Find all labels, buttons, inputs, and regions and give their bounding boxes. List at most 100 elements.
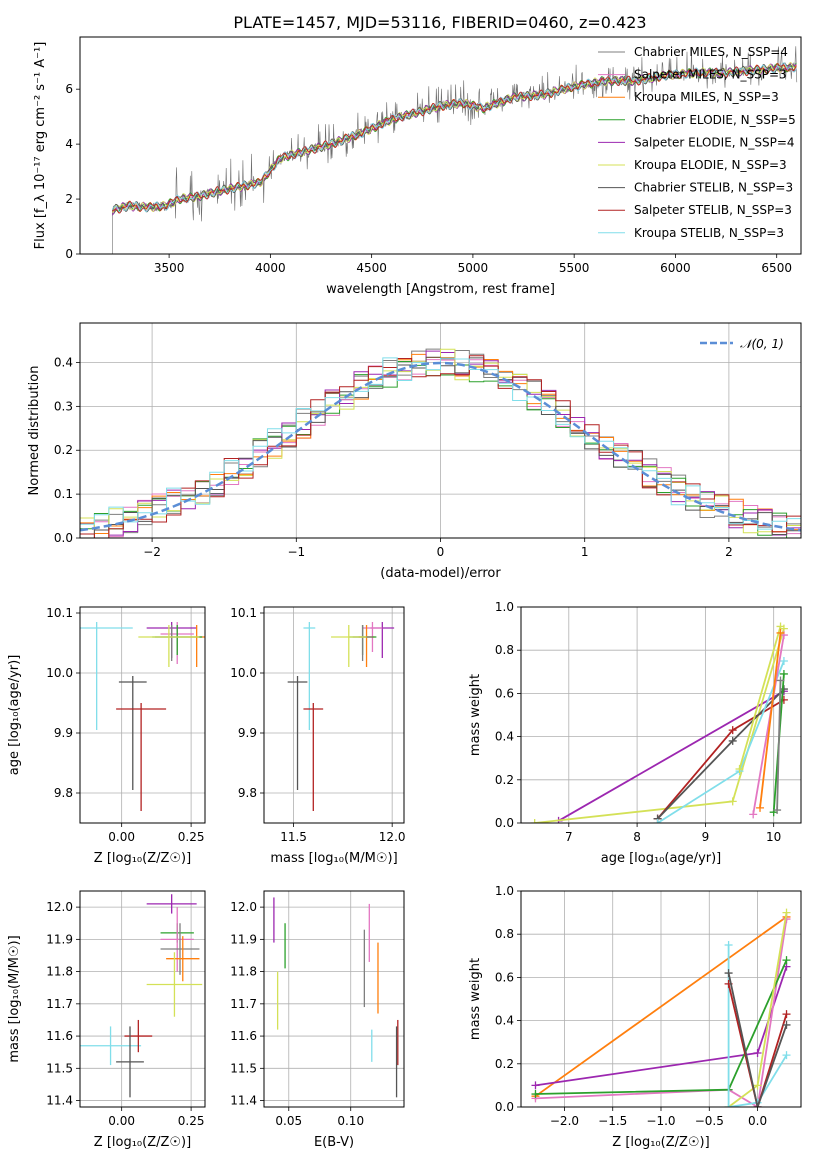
y-tick-label: 12.0 (46, 900, 73, 914)
x-tick-label: 0.00 (108, 1114, 135, 1128)
mass-weight-line-CS (727, 972, 788, 1107)
y-tick-label: 11.7 (46, 997, 73, 1011)
x-tick-label: 12.0 (379, 830, 406, 844)
x-tick-label: 2 (725, 545, 733, 559)
y-tick-label: 11.5 (46, 1061, 73, 1075)
y-axis-label: age [log₁₀(age/yr)] (7, 655, 22, 776)
model-spectrum-line-SS (112, 63, 797, 214)
mass-weight-marker-KE (782, 908, 791, 917)
x-tick-label: 0.0 (748, 1114, 767, 1128)
y-tick-label: 0 (65, 247, 73, 261)
y-tick-label: 2 (65, 192, 73, 206)
mass-weight-line-SM (752, 634, 785, 815)
y-tick-label: 10.1 (230, 606, 257, 620)
y-tick-label: 0.2 (54, 443, 73, 457)
legend-label-KS: Kroupa STELIB, N_SSP=3 (634, 226, 784, 240)
legend-label-SS: Salpeter STELIB, N_SSP=3 (634, 203, 792, 217)
model-spectrum-line-KS (112, 62, 797, 213)
age-massweight-panel: 7 8 9 10 0.0 0.2 0.4 0.6 0.8 1.0 age [log₁₀(age/yr… (468, 600, 802, 866)
axes-frame (79, 890, 206, 1108)
x-tick-label: 0.25 (178, 830, 205, 844)
residual-histogram-panel: −2 −1 0 1 2 0.0 0.1 0.2 0.3 0.4 (data-model)/error… (27, 322, 802, 581)
x-tick-label: 4500 (356, 261, 387, 275)
y-tick-label: 11.8 (46, 965, 73, 979)
mass-weight-line-KE2 (738, 626, 782, 770)
mass-weight-marker-CS (782, 1020, 791, 1029)
y-tick-label: 11.7 (230, 997, 257, 1011)
y-tick-label: 0.4 (495, 1014, 514, 1028)
mass-weight-marker-KE (728, 797, 737, 806)
y-tick-label: 0.0 (495, 816, 514, 830)
mass-weight-line-SE (558, 690, 785, 822)
y-tick-label: 0.8 (495, 927, 514, 941)
y-tick-label: 10.1 (46, 606, 73, 620)
mass-weight-line-KM (759, 632, 782, 809)
x-axis-label: E(B-V) (314, 1135, 354, 1150)
y-tick-label: 9.8 (54, 786, 73, 800)
legend-label-CE: Chabrier ELODIE, N_SSP=5 (634, 113, 796, 127)
x-tick-label: 5500 (559, 261, 590, 275)
mass-weight-marker-CE (531, 1090, 540, 1099)
metallicity-massweight-panel: −2.0 −1.5 −1.0 −0.5 0.0 0.0 0.2 0.4 0.6 0.8 1.0 Z [… (468, 884, 802, 1150)
x-tick-label: 0.10 (337, 1114, 364, 1128)
x-tick-label: 10 (766, 830, 781, 844)
y-tick-label: 0.2 (495, 773, 514, 787)
x-axis-label: Z [log₁₀(Z/Z☉)] (612, 1135, 709, 1150)
mass-weight-marker-KS (782, 1051, 791, 1060)
y-tick-label: 11.9 (46, 932, 73, 946)
legend-label-SE: Salpeter ELODIE, N_SSP=4 (634, 135, 795, 149)
x-axis-label: (data-model)/error (380, 566, 501, 581)
residual-histogram-SS (80, 355, 801, 538)
mass-weight-marker-KM (756, 803, 765, 812)
mass-weight-line-SS (727, 983, 788, 1107)
legend-label-CM: Chabrier MILES, N_SSP=4 (634, 45, 788, 59)
mass-weight-marker-KE (753, 1081, 762, 1090)
x-axis-label: age [log₁₀(age/yr)] (601, 851, 722, 866)
x-tick-label: −1 (287, 545, 305, 559)
x-tick-label: 0 (437, 545, 445, 559)
y-tick-label: 11.9 (230, 932, 257, 946)
legend-label-SM: Salpeter MILES, N_SSP=3 (634, 68, 787, 82)
axes-frame (520, 606, 802, 824)
mass-weight-marker-CE (779, 669, 788, 678)
spectrum-panel: 3500 4000 4500 5000 5500 6000 6500 0 2 4 6 waveleng… (33, 36, 802, 297)
x-tick-label: 6000 (660, 261, 691, 275)
y-axis-label: mass [log₁₀(M/M☉)] (7, 935, 22, 1062)
y-tick-label: 0.4 (495, 730, 514, 744)
y-tick-label: 9.9 (54, 726, 73, 740)
y-axis-label: mass weight (468, 958, 483, 1040)
x-tick-label: 6500 (761, 261, 792, 275)
histogram-steps (80, 348, 801, 538)
x-tick-label: 11.5 (280, 830, 307, 844)
axes-frame (263, 890, 405, 1108)
y-tick-label: 11.6 (46, 1029, 73, 1043)
mass-weight-marker-KM (776, 628, 785, 637)
mass-weight-marker-SS (782, 1010, 791, 1019)
axes-frame (520, 890, 802, 1108)
mass-weight-marker-SE (531, 1081, 540, 1090)
y-tick-label: 10.0 (46, 666, 73, 680)
mass-weight-marker-KS (724, 1103, 733, 1107)
x-tick-label: −2 (143, 545, 161, 559)
legend-label-KE: Kroupa ELODIE, N_SSP=3 (634, 158, 787, 172)
legend-label-KM: Kroupa MILES, N_SSP=3 (634, 90, 779, 104)
model-spectrum-line-CS (112, 62, 797, 213)
y-axis-label: mass weight (468, 674, 483, 756)
y-tick-label: 11.8 (230, 965, 257, 979)
y-axis-label: Flux [f_λ 10⁻¹⁷ erg cm⁻² s⁻¹ A⁻¹] (33, 42, 48, 250)
mass-weight-line-KS (727, 945, 788, 1107)
y-tick-label: 0.0 (495, 1100, 514, 1114)
y-tick-label: 0.4 (54, 355, 73, 369)
spectrum-legend: Chabrier MILES, N_SSP=4 Salpeter MILES, N… (598, 45, 796, 240)
y-tick-label: 11.4 (46, 1094, 73, 1108)
mass-weight-marker-CM (776, 676, 785, 685)
ebv-mass-panel: 0.05 0.10 11.4 11.5 11.6 11.7 11.8 11.9 12.0 E(B-… (230, 890, 405, 1150)
y-tick-label: 4 (65, 137, 73, 151)
y-tick-label: 1.0 (495, 600, 514, 614)
mass-weight-marker-KS (779, 657, 788, 665)
y-tick-label: 0.8 (495, 643, 514, 657)
y-tick-label: 11.4 (230, 1094, 257, 1108)
mass-weight-marker-KS (724, 941, 733, 949)
legend-label-normal: 𝒩(0, 1) (740, 337, 784, 351)
